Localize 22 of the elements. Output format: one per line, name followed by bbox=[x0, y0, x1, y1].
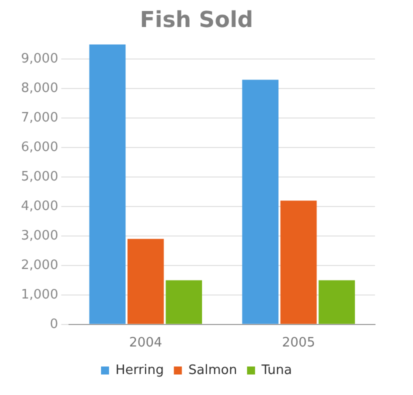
y-tick-label: 6,000 bbox=[21, 140, 58, 155]
y-tick-label: 3,000 bbox=[21, 228, 58, 244]
y-tick-label: 4,000 bbox=[21, 198, 58, 214]
bar bbox=[242, 80, 278, 324]
legend-label: Tuna bbox=[260, 362, 292, 378]
x-tick-label: 2005 bbox=[282, 336, 316, 351]
bar bbox=[166, 280, 202, 324]
bar bbox=[89, 44, 126, 324]
y-tick-label: 0 bbox=[50, 316, 58, 332]
bar bbox=[128, 238, 164, 324]
bar bbox=[280, 200, 317, 324]
y-tick-label: 9,000 bbox=[21, 52, 58, 67]
bar bbox=[318, 280, 355, 324]
x-tick-label: 2004 bbox=[129, 336, 162, 351]
y-tick-label: 2,000 bbox=[21, 258, 58, 273]
chart-title: Fish Sold bbox=[140, 8, 254, 33]
y-tick-label: 1,000 bbox=[21, 287, 58, 302]
y-tick-label: 7,000 bbox=[21, 110, 58, 126]
y-tick-label: 8,000 bbox=[21, 80, 58, 96]
y-tick-label: 5,000 bbox=[21, 169, 58, 184]
legend-label: Salmon bbox=[188, 362, 238, 378]
legend-label: Herring bbox=[116, 362, 164, 378]
